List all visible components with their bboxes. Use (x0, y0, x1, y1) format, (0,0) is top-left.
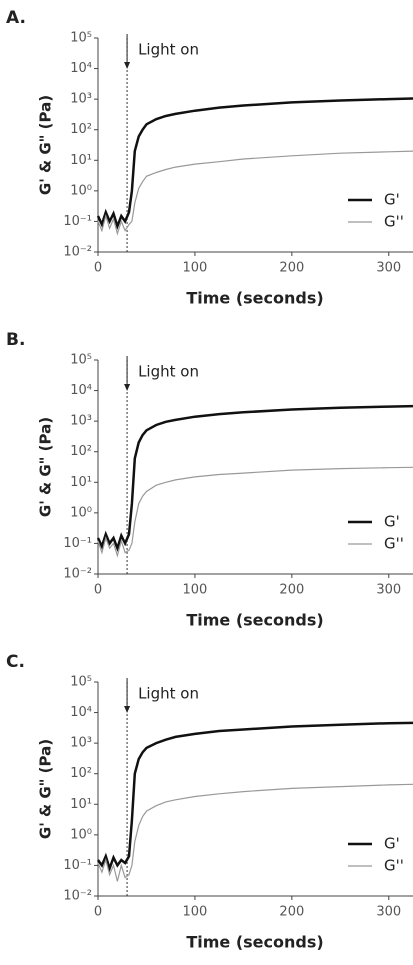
x-tick-label: 0 (94, 583, 102, 598)
x-tick-label: 0 (94, 261, 102, 276)
y-tick-label: 10¹ (70, 475, 92, 490)
y-tick-label: 10² (70, 444, 92, 459)
legend-label: G' (384, 191, 400, 209)
legend-label: G' (384, 513, 400, 531)
y-tick-label: 10⁰ (70, 505, 92, 520)
series-line (96, 721, 413, 873)
y-tick-label: 10⁵ (70, 675, 92, 690)
legend-label: G'' (384, 213, 404, 231)
x-axis-label: Time (seconds) (186, 289, 323, 308)
series-line (97, 150, 413, 236)
annotation: Light on (138, 41, 199, 59)
series-line (97, 466, 413, 558)
y-tick-label: 10² (70, 766, 92, 781)
y-tick-label: 10⁻² (63, 245, 92, 260)
x-tick-label: 100 (183, 261, 208, 276)
x-tick-label: 200 (279, 905, 304, 920)
y-axis-label: G' & G" (Pa) (37, 417, 55, 517)
x-tick-label: 200 (279, 261, 304, 276)
y-tick-label: 10³ (70, 414, 92, 429)
y-tick-label: 10⁴ (70, 383, 92, 398)
y-tick-label: 10⁴ (70, 705, 92, 720)
y-tick-label: 10⁻² (63, 567, 92, 582)
x-tick-label: 300 (376, 583, 401, 598)
arrow-head (124, 384, 131, 391)
legend-label: G' (384, 835, 400, 853)
annotation: Light on (138, 685, 199, 703)
x-tick-label: 300 (376, 905, 401, 920)
annotation: Light on (138, 363, 199, 381)
y-tick-label: 10⁻¹ (63, 536, 92, 551)
series-line (96, 404, 413, 553)
legend-label: G'' (384, 857, 404, 875)
y-tick-label: 10⁴ (70, 61, 92, 76)
x-tick-label: 100 (183, 905, 208, 920)
y-axis-label: G' & G" (Pa) (37, 739, 55, 839)
y-axis-label: G' & G" (Pa) (37, 95, 55, 195)
y-tick-label: 10³ (70, 736, 92, 751)
y-tick-label: 10⁵ (70, 353, 92, 368)
panel: B. G' & G" (Pa) Time (seconds) 10⁻² 10⁻¹ 10⁰ 1… (6, 330, 413, 630)
y-tick-label: 10⁻² (63, 889, 92, 904)
x-tick-label: 0 (94, 905, 102, 920)
panel: A. G' & G" (Pa) Time (seconds) 10⁻² 10⁻¹ 10⁰ 1… (6, 8, 413, 308)
y-tick-label: 10¹ (70, 797, 92, 812)
y-tick-label: 10⁻¹ (63, 214, 92, 229)
x-tick-label: 300 (376, 261, 401, 276)
y-tick-label: 10² (70, 122, 92, 137)
x-tick-label: 200 (279, 583, 304, 598)
x-tick-label: 100 (183, 583, 208, 598)
y-tick-label: 10⁰ (70, 827, 92, 842)
series-line (96, 97, 413, 231)
y-tick-label: 10⁵ (70, 31, 92, 46)
x-axis-label: Time (seconds) (186, 933, 323, 952)
y-tick-label: 10⁰ (70, 183, 92, 198)
panel: C. G' & G" (Pa) Time (seconds) 10⁻² 10⁻¹ 10⁰ 1… (6, 652, 413, 952)
panel-label: A. (6, 8, 26, 28)
y-tick-label: 10⁻¹ (63, 858, 92, 873)
y-tick-label: 10¹ (70, 153, 92, 168)
series-line (97, 783, 413, 882)
arrow-head (124, 62, 131, 69)
arrow-head (124, 706, 131, 713)
panel-label: B. (6, 330, 25, 350)
legend-label: G'' (384, 535, 404, 553)
y-tick-label: 10³ (70, 92, 92, 107)
x-axis-label: Time (seconds) (186, 611, 323, 630)
panel-label: C. (6, 652, 25, 672)
